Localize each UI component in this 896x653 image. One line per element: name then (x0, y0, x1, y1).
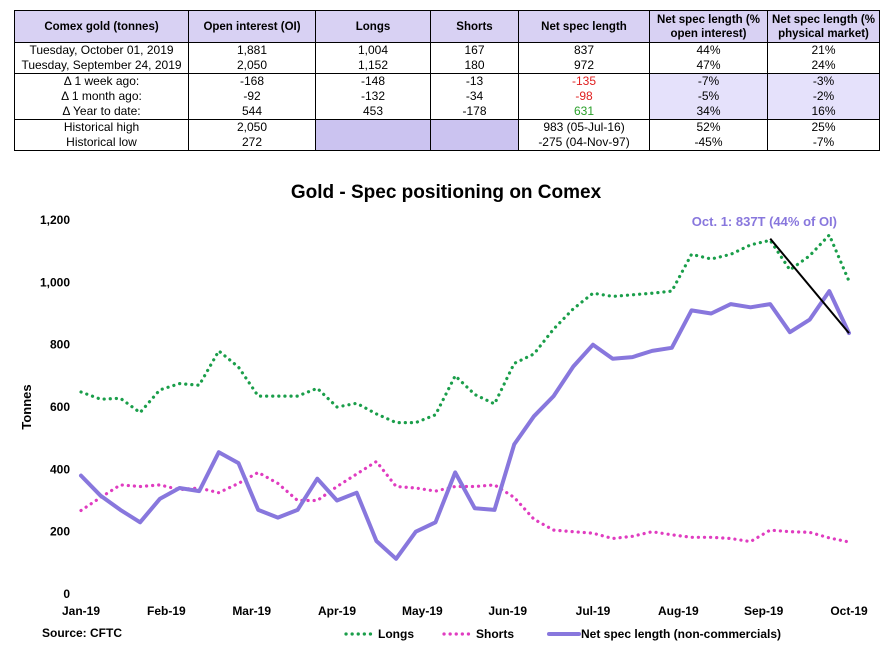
cell-pct-oi: -7% (649, 73, 768, 89)
x-tick-label: Apr-19 (318, 604, 356, 618)
y-tick-label: 800 (50, 338, 70, 352)
cell-net: -135 (518, 73, 650, 89)
cell-pct-physical: 24% (767, 58, 880, 74)
header-net-spec: Net spec length (518, 10, 650, 43)
annotation-label: Oct. 1: 837T (44% of OI) (692, 214, 837, 229)
cell-net: 631 (518, 104, 650, 120)
cell-shorts: -178 (430, 104, 519, 120)
y-tick-label: 600 (50, 400, 70, 414)
x-axis-ticks: Jan-19 Feb-19 Mar-19 Apr-19 May-19 Jun-19 Jul-… (62, 604, 868, 618)
row-label: Historical high (14, 119, 189, 135)
cell-pct-physical: 21% (767, 42, 880, 58)
legend-label-longs: Longs (378, 627, 414, 641)
x-tick-label: Sep-19 (744, 604, 784, 618)
x-tick-label: Jan-19 (62, 604, 100, 618)
chart-legend: Longs Shorts Net spec length (non-commerci… (344, 627, 781, 641)
y-axis-ticks: 0 200 400 600 800 1,000 1,200 (40, 213, 70, 601)
header-label: Comex gold (tonnes) (14, 10, 189, 43)
x-tick-label: Feb-19 (147, 604, 186, 618)
cell-pct-oi: 52% (649, 119, 768, 135)
header-open-interest: Open interest (OI) (188, 10, 316, 43)
cell-shorts (430, 119, 519, 151)
series-line-net-spec-length-non-commercials (79, 289, 851, 561)
header-shorts: Shorts (430, 10, 519, 43)
cell-shorts: -13 (430, 73, 519, 89)
header-pct-physical: Net spec length (% physical market) (767, 10, 880, 43)
cell-longs: 1,152 (315, 58, 431, 74)
annotation-trend-line (769, 238, 850, 334)
cell-longs: 453 (315, 104, 431, 120)
table-row: Historical low 272 -275 (04-Nov-97) -45%… (14, 135, 880, 151)
cell-pct-oi: 44% (649, 42, 768, 58)
x-tick-label: Mar-19 (232, 604, 271, 618)
table-row: Δ Year to date: 544 453 -178 631 34% 16% (14, 104, 880, 120)
cell-net: 972 (518, 58, 650, 74)
cell-longs (315, 119, 431, 151)
table-row: Δ 1 week ago: -168 -148 -13 -135 -7% -3% (14, 73, 880, 89)
cell-pct-oi: 47% (649, 58, 768, 74)
cell-longs: 1,004 (315, 42, 431, 58)
spec-positioning-chart: Gold - Spec positioning on Comex Tonnes … (19, 182, 868, 641)
y-tick-label: 0 (63, 587, 70, 601)
legend-label-shorts: Shorts (476, 627, 514, 641)
cell-pct-physical: -2% (767, 89, 880, 104)
row-label: Δ 1 week ago: (14, 73, 189, 89)
table-row: Tuesday, October 01, 2019 1,881 1,004 16… (14, 42, 880, 58)
series-layer (79, 233, 851, 561)
series-line-longs (79, 233, 851, 425)
annotation-layer: Oct. 1: 837T (44% of OI) (692, 214, 850, 334)
x-tick-label: Jul-19 (576, 604, 611, 618)
table-row: Tuesday, September 24, 2019 2,050 1,152 … (14, 58, 880, 74)
x-tick-label: Oct-19 (830, 604, 868, 618)
cell-oi: -92 (188, 89, 316, 104)
x-tick-label: Jun-19 (488, 604, 527, 618)
cell-shorts: 180 (430, 58, 519, 74)
cell-longs: -132 (315, 89, 431, 104)
cell-oi: 1,881 (188, 42, 316, 58)
cell-pct-oi: -5% (649, 89, 768, 104)
header-longs: Longs (315, 10, 431, 43)
cell-net: 983 (05-Jul-16) (518, 119, 650, 135)
legend-label-net-spec-length-non-commercials: Net spec length (non-commercials) (581, 627, 781, 641)
cell-pct-physical: 25% (767, 119, 880, 135)
cell-longs: -148 (315, 73, 431, 89)
source-note: Source: CFTC (42, 626, 123, 640)
x-tick-label: May-19 (402, 604, 443, 618)
cell-oi: 2,050 (188, 58, 316, 74)
row-label: Δ Year to date: (14, 104, 189, 120)
cell-oi: -168 (188, 73, 316, 89)
chart-title: Gold - Spec positioning on Comex (291, 182, 602, 203)
cell-pct-physical: -7% (767, 135, 880, 151)
y-tick-label: 1,000 (40, 275, 70, 289)
cell-net: 837 (518, 42, 650, 58)
table-row: Historical high 2,050 983 (05-Jul-16) 52… (14, 119, 880, 151)
cell-net: -275 (04-Nov-97) (518, 135, 650, 151)
row-label: Δ 1 month ago: (14, 89, 189, 104)
header-pct-oi: Net spec length (% open interest) (649, 10, 768, 43)
cell-shorts: 167 (430, 42, 519, 58)
y-axis-label: Tonnes (19, 384, 34, 429)
row-label: Tuesday, October 01, 2019 (14, 42, 189, 58)
cell-pct-physical: 16% (767, 104, 880, 120)
cell-pct-oi: -45% (649, 135, 768, 151)
cell-oi: 544 (188, 104, 316, 120)
cell-shorts: -34 (430, 89, 519, 104)
y-tick-label: 200 (50, 525, 70, 539)
cell-pct-physical: -3% (767, 73, 880, 89)
x-tick-label: Aug-19 (658, 604, 699, 618)
table-header-row: Comex gold (tonnes) Open interest (OI) L… (14, 10, 880, 43)
cell-oi: 2,050 (188, 119, 316, 135)
y-tick-label: 1,200 (40, 213, 70, 227)
cell-oi: 272 (188, 135, 316, 151)
y-tick-label: 400 (50, 462, 70, 476)
table-row: Δ 1 month ago: -92 -132 -34 -98 -5% -2% (14, 89, 880, 104)
series-line-shorts (79, 459, 851, 544)
cell-pct-oi: 34% (649, 104, 768, 120)
positioning-table: Comex gold (tonnes) Open interest (OI) L… (14, 10, 880, 151)
cell-net: -98 (518, 89, 650, 104)
row-label: Historical low (14, 135, 189, 151)
row-label: Tuesday, September 24, 2019 (14, 58, 189, 74)
